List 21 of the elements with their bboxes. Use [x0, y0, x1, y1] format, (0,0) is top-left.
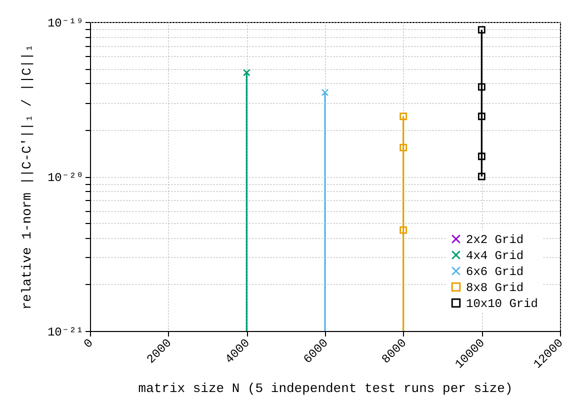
point [478, 83, 486, 91]
point [400, 226, 408, 234]
x-tick-label: 0 [81, 336, 96, 352]
y-tick-label: 10⁻²¹ [47, 326, 84, 340]
legend-label: 4x4 Grid [466, 249, 524, 263]
point [400, 112, 408, 120]
point [321, 88, 329, 96]
point [478, 152, 486, 160]
point [478, 172, 486, 180]
y-tick-label: 10⁻¹⁹ [47, 16, 84, 30]
point [478, 112, 486, 120]
point [400, 144, 408, 152]
point [242, 68, 250, 76]
x-axis-title: matrix size N (5 independent test runs per size) [138, 381, 513, 396]
y-tick-label: 10⁻²⁰ [47, 171, 84, 185]
legend-label: 10x10 Grid [466, 297, 538, 311]
y-axis-title: relative 1-norm ||C-C'||₁ / ||C||₁ [19, 44, 34, 310]
point [478, 26, 486, 34]
legend-label: 6x6 Grid [466, 265, 524, 279]
legend-label: 2x2 Grid [466, 233, 524, 247]
legend-label: 8x8 Grid [466, 281, 524, 295]
